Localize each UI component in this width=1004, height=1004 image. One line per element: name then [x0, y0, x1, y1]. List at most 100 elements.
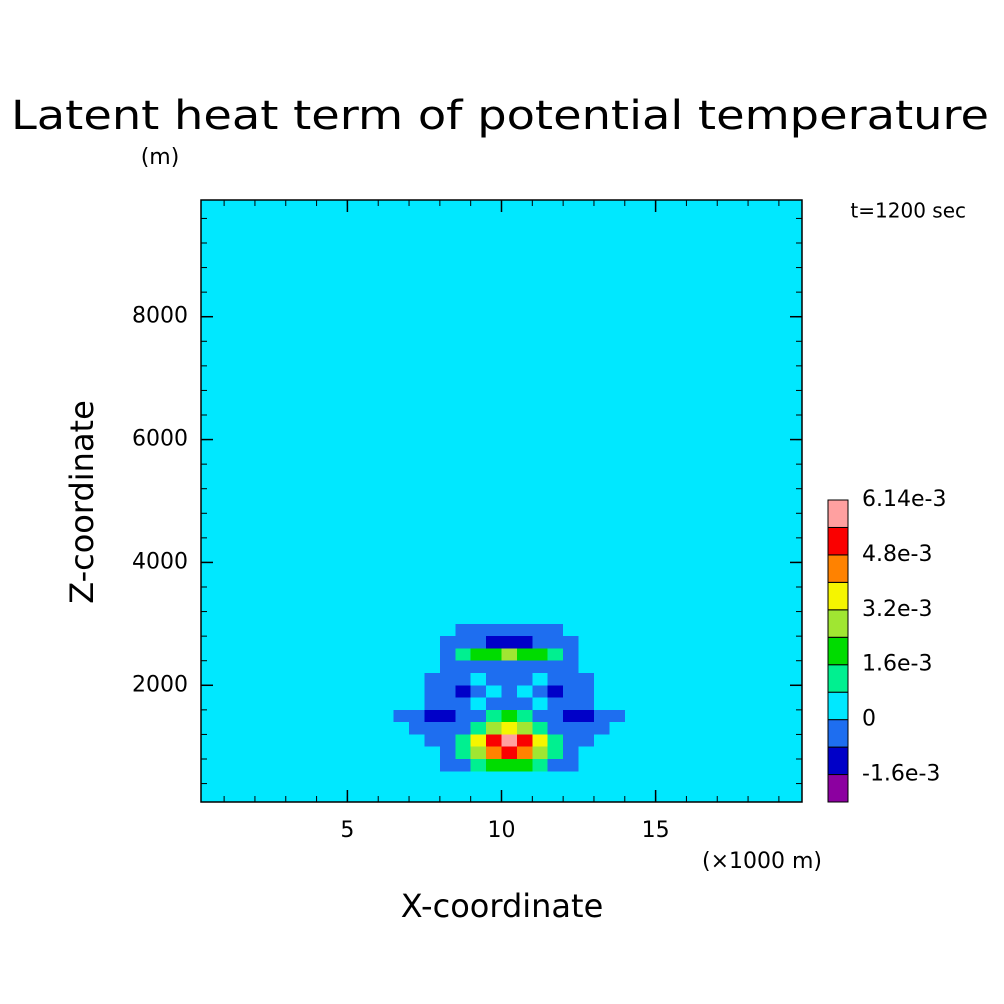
cell	[563, 697, 579, 710]
cell	[486, 746, 502, 759]
y-tick-label: 6000	[132, 427, 188, 452]
x-axis-label: X-coordinate	[401, 887, 604, 925]
cell	[393, 734, 410, 747]
cell	[409, 709, 425, 723]
cell	[593, 636, 610, 649]
cell	[470, 746, 487, 759]
cell	[593, 722, 610, 735]
cell	[547, 697, 564, 710]
cell	[578, 746, 594, 759]
cell	[578, 734, 594, 747]
cell	[532, 746, 548, 759]
cell	[516, 685, 533, 698]
cell	[532, 734, 548, 747]
cell	[563, 759, 579, 772]
chart-title: Latent heat term of potential temperatur…	[11, 93, 989, 139]
cell	[486, 734, 502, 747]
cell	[563, 734, 579, 747]
cell	[532, 623, 548, 637]
cell	[424, 685, 440, 698]
cell	[439, 660, 456, 673]
x-tick-label: 15	[642, 818, 670, 843]
cell	[563, 746, 579, 759]
cell	[455, 722, 471, 735]
cell	[532, 709, 548, 723]
cell	[424, 623, 440, 637]
x-unit: (×1000 m)	[702, 849, 822, 874]
cell	[578, 722, 594, 735]
cell	[516, 722, 533, 735]
cell	[439, 759, 456, 772]
cell	[501, 685, 517, 698]
cell	[424, 746, 440, 759]
colorbar-label: 3.2e-3	[862, 597, 932, 622]
cell	[563, 660, 579, 673]
cell	[563, 709, 579, 723]
cell	[470, 673, 487, 686]
cell	[578, 623, 594, 637]
cell	[455, 746, 471, 759]
cell	[424, 759, 440, 772]
colorbar-box	[827, 554, 849, 583]
cell	[393, 746, 410, 759]
cell	[409, 685, 425, 698]
cell	[424, 709, 440, 723]
cell	[578, 648, 594, 661]
y-unit: (m)	[141, 145, 180, 170]
cell	[578, 636, 594, 649]
cell	[578, 685, 594, 698]
cell	[547, 746, 564, 759]
cell	[409, 746, 425, 759]
cell	[609, 734, 625, 747]
colorbar-box	[827, 609, 849, 638]
cell	[439, 697, 456, 710]
cell	[547, 648, 564, 661]
cell	[532, 636, 548, 649]
cell	[563, 722, 579, 735]
cell	[563, 636, 579, 649]
cell	[424, 636, 440, 649]
cell	[609, 636, 625, 649]
cell	[547, 759, 564, 772]
cell	[486, 697, 502, 710]
cell	[470, 636, 487, 649]
cell	[593, 648, 610, 661]
cell	[593, 623, 610, 637]
colorbar-label: 0	[862, 707, 876, 732]
cell	[409, 673, 425, 686]
cell	[516, 648, 533, 661]
cell	[516, 623, 533, 637]
cell	[563, 673, 579, 686]
cell	[470, 648, 487, 661]
cell	[424, 660, 440, 673]
colorbar-box	[827, 746, 849, 776]
cell	[578, 697, 594, 710]
cell	[501, 734, 517, 747]
cell	[578, 673, 594, 686]
cell	[424, 673, 440, 686]
cell	[455, 697, 471, 710]
cell	[486, 636, 502, 649]
colorbar-box	[827, 774, 849, 803]
colorbar-label: 4.8e-3	[862, 542, 932, 567]
cell	[516, 746, 533, 759]
cell	[455, 648, 471, 661]
colorbar-label: -1.6e-3	[862, 762, 940, 787]
cell	[486, 722, 502, 735]
cell	[470, 734, 487, 747]
cell	[409, 759, 425, 772]
cell	[470, 660, 487, 673]
cell	[609, 709, 625, 723]
cell	[393, 673, 410, 686]
cell	[486, 709, 502, 723]
colorbar-label: 6.14e-3	[862, 487, 946, 512]
cell	[455, 759, 471, 772]
cell	[563, 623, 579, 637]
y-axis-label: Z-coordinate	[63, 400, 101, 604]
cell	[532, 660, 548, 673]
colorbar-box	[827, 636, 849, 666]
cell	[393, 648, 410, 661]
cell	[486, 759, 502, 772]
cell	[593, 697, 610, 710]
